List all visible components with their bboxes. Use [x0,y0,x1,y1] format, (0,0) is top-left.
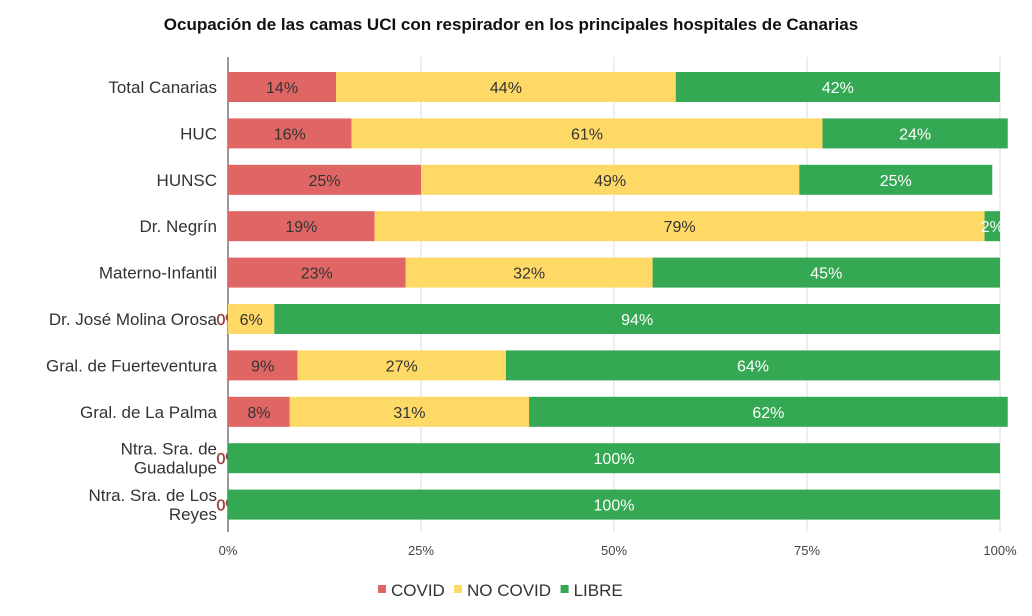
bar-segment [336,72,676,102]
x-tick-label: 100% [983,543,1017,558]
category-label: Dr. José Molina Orosa [49,310,218,329]
x-tick-label: 50% [601,543,627,558]
data-label: 32% [513,266,545,283]
bar-segment [652,257,1000,288]
bar-segment [529,396,1008,427]
category-labels: Total Canarias HUC HUNSC Dr. Negrín Materno-… [46,78,218,524]
category-label: Reyes [169,505,217,524]
bar-segment [421,164,800,195]
bar-segment [228,304,275,334]
category-label: HUC [180,124,217,143]
data-label: 64% [737,358,769,375]
data-label: 49% [594,173,626,190]
data-label: 25% [880,173,912,190]
bar-segment [351,118,823,149]
data-label: 2% [981,219,1004,236]
category-label: Dr. Negrín [140,217,217,236]
legend-label: COVID [391,581,445,600]
legend-label: LIBRE [574,581,623,600]
data-label: 19% [285,219,317,236]
chart-title: Ocupación de las camas UCI con respirado… [164,15,858,34]
bar-segment [274,304,1000,334]
bar-segment [228,164,421,195]
category-label: Ntra. Sra. de [121,440,217,459]
data-label: 44% [490,80,522,97]
bar-segment [297,350,506,381]
category-label: Gral. de La Palma [80,403,218,422]
category-label: Total Canarias [108,78,217,97]
category-label: Ntra. Sra. de Los [88,486,217,505]
bar-segment [228,350,298,381]
x-tick-label: 75% [794,543,820,558]
data-label: 16% [274,126,306,143]
bar-segment [228,72,337,102]
x-tick-label: 0% [219,543,238,558]
bar-segment [228,489,1000,520]
data-label: 23% [301,266,333,283]
bar-segment [374,211,985,242]
legend-swatch [378,585,386,593]
legend: COVID NO COVID LIBRE [378,581,623,600]
legend-swatch [454,585,462,593]
category-label: Guadalupe [134,459,217,478]
bar-segment [405,257,653,288]
category-label: Gral. de Fuerteventura [46,356,218,375]
data-label: 27% [386,358,418,375]
data-label: 100% [594,451,635,468]
bar-segment [505,350,1000,381]
bar-segment [822,118,1008,149]
data-label: 24% [899,126,931,143]
data-label: 79% [664,219,696,236]
bar-segment [228,396,290,427]
data-label: 6% [240,312,263,329]
bar-segment [675,72,1000,102]
data-label: 9% [251,358,274,375]
data-label: 100% [594,498,635,515]
bar-segment [984,211,1000,242]
category-label: Materno-Infantil [99,264,217,283]
data-label: 25% [308,173,340,190]
bar-segment [289,396,530,427]
bar-segment [799,164,993,195]
legend-swatch [560,585,569,593]
data-label: 94% [621,312,653,329]
data-label: 62% [752,405,784,422]
bar-segment [228,211,375,242]
bar-segment [228,118,352,149]
x-axis-ticks: 0% 25% 50% 75% 100% [219,543,1017,558]
bar-segment [228,257,406,288]
x-tick-label: 25% [408,543,434,558]
data-label: 42% [822,80,854,97]
category-label: HUNSC [157,171,217,190]
bars: 14% 44% 42% 16% 61% 24% 25% 49% 25% 19% 79% 2% 23% 32… [216,72,1008,520]
data-label: 61% [571,126,603,143]
data-label: 31% [393,405,425,422]
data-label: 14% [266,80,298,97]
data-label: 45% [810,266,842,283]
data-label: 8% [247,405,270,422]
bar-segment [228,443,1000,474]
legend-label: NO COVID [467,581,551,600]
